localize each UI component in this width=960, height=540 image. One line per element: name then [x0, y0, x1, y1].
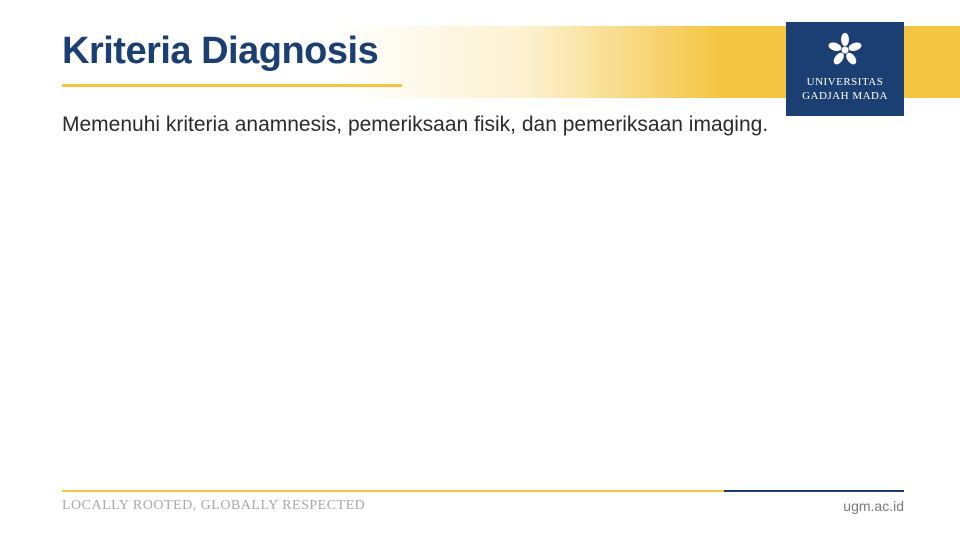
university-logo: UNIVERSITAS GADJAH MADA [786, 22, 904, 116]
title-underline [62, 84, 402, 87]
university-name-line1: UNIVERSITAS [807, 76, 884, 90]
footer: LOCALLY ROOTED, GLOBALLY RESPECTED ugm.a… [0, 490, 960, 526]
ugm-seal-icon [823, 28, 867, 72]
footer-tagline: LOCALLY ROOTED, GLOBALLY RESPECTED [62, 498, 365, 514]
slide-body-text: Memenuhi kriteria anamnesis, pemeriksaan… [62, 112, 840, 138]
footer-divider-accent [724, 490, 904, 492]
slide-title: Kriteria Diagnosis [62, 30, 378, 73]
slide: UNIVERSITAS GADJAH MADA Kriteria Diagnos… [0, 0, 960, 540]
footer-url: ugm.ac.id [843, 498, 904, 514]
university-name-line2: GADJAH MADA [802, 90, 888, 104]
